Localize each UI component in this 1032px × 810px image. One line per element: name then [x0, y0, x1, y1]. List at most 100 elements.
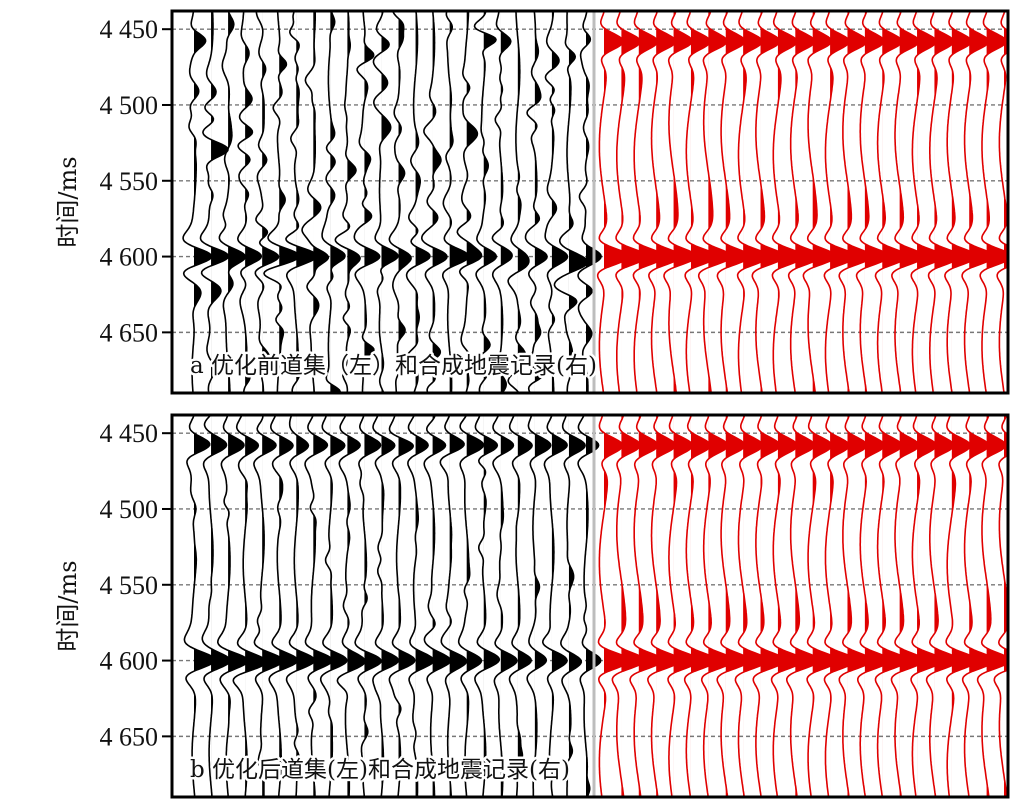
- y-tick-label: 4 550: [100, 167, 159, 196]
- left-trace-wiggle: [474, 415, 501, 797]
- left-trace-wiggle: [492, 415, 518, 797]
- right-trace-wiggle: [629, 415, 664, 797]
- left-trace-wiggle: [301, 11, 329, 393]
- right-trace-wiggle: [615, 11, 648, 393]
- left-trace-wiggle: [553, 11, 589, 393]
- right-trace-fill: [656, 415, 681, 797]
- panel-b: 4 450 4 500 4 550 4 600 4 650 时间/ms b 优化后道集(…: [54, 413, 1010, 799]
- left-trace-wiggle: [199, 11, 230, 393]
- right-trace-wiggle: [683, 415, 717, 797]
- right-trace-wiggle: [716, 11, 751, 393]
- left-trace-wiggle: [285, 11, 318, 393]
- right-trace-fill: [934, 11, 960, 393]
- right-trace-fill: [864, 11, 889, 393]
- left-trace-wiggle: [319, 415, 348, 797]
- left-trace-fill: [194, 11, 212, 393]
- left-trace-fill: [568, 11, 588, 393]
- right-trace-fill: [673, 415, 699, 797]
- right-trace-fill: [934, 415, 959, 797]
- left-trace-fill: [245, 415, 267, 797]
- right-trace-fill: [951, 11, 977, 393]
- left-trace-wiggle: [372, 11, 399, 393]
- right-trace-wiggle: [961, 415, 996, 797]
- y-ticks-b: 4 450 4 500 4 550 4 600 4 650: [100, 419, 172, 751]
- left-trace-wiggle: [508, 415, 533, 797]
- right-trace-wiggle: [771, 11, 805, 393]
- right-trace-fill: [986, 415, 1008, 797]
- right-trace-wiggle: [855, 11, 890, 393]
- right-trace-wiggle: [647, 415, 681, 797]
- left-trace-wiggle: [507, 11, 530, 393]
- right-trace-wiggle: [838, 415, 873, 797]
- left-trace-fill: [262, 415, 283, 797]
- left-trace-wiggle: [420, 11, 448, 393]
- right-trace-wiggle: [890, 415, 925, 797]
- right-trace-fill: [777, 11, 804, 393]
- left-trace-fill: [364, 415, 382, 797]
- right-trace-fill: [795, 11, 821, 393]
- left-trace-wiggle: [304, 415, 334, 797]
- right-trace-fill: [812, 415, 838, 797]
- right-trace-wiggle: [976, 415, 1008, 797]
- left-trace-wiggle: [442, 11, 470, 393]
- panel-caption-a: a 优化前道集（左）和合成地震记录(右): [190, 353, 597, 379]
- left-trace-wiggle: [334, 11, 361, 393]
- left-trace-wiggle: [439, 415, 468, 797]
- left-trace-wiggle: [268, 415, 299, 797]
- right-trace-wiggle: [786, 415, 820, 797]
- right-trace-wiggle: [700, 415, 735, 797]
- y-tick-label: 4 450: [100, 15, 159, 44]
- left-trace-wiggle: [405, 11, 431, 393]
- right-trace-fill: [708, 415, 734, 797]
- left-trace-wiggle: [216, 415, 249, 797]
- right-trace-fill: [969, 11, 994, 393]
- left-gather-traces-b: [183, 415, 602, 797]
- right-trace-fill: [812, 11, 836, 393]
- right-trace-fill: [899, 415, 924, 797]
- y-axis-label-a: 时间/ms: [54, 156, 82, 247]
- right-trace-fill: [743, 11, 769, 393]
- left-trace-fill: [517, 415, 533, 797]
- left-trace-fill: [228, 415, 248, 797]
- left-trace-fill: [466, 415, 484, 797]
- left-trace-fill: [347, 11, 361, 393]
- panel-a: 4 450 4 500 4 550 4 600 4 650 时间/ms a 优化前道集（…: [54, 9, 1010, 395]
- left-trace-fill: [245, 11, 262, 393]
- right-trace-wiggle: [961, 11, 995, 393]
- right-trace-wiggle: [697, 11, 733, 393]
- left-trace-fill: [313, 415, 333, 797]
- right-trace-fill: [917, 11, 943, 393]
- left-trace-wiggle: [182, 11, 213, 393]
- right-trace-fill: [830, 415, 856, 797]
- right-trace-fill: [673, 11, 697, 393]
- right-trace-fill: [604, 415, 630, 797]
- right-trace-fill: [969, 415, 995, 797]
- right-trace-fill: [882, 415, 908, 797]
- right-trace-wiggle: [891, 11, 925, 393]
- left-trace-fill: [313, 11, 329, 393]
- right-trace-wiggle: [752, 415, 786, 797]
- right-trace-wiggle: [734, 415, 769, 797]
- right-trace-fill: [656, 11, 681, 393]
- y-ticks-a: 4 450 4 500 4 550 4 600 4 650: [100, 15, 172, 347]
- right-trace-fill: [725, 415, 750, 797]
- left-trace-wiggle: [544, 11, 569, 393]
- right-trace-wiggle: [996, 11, 1008, 393]
- left-trace-wiggle: [354, 415, 383, 797]
- right-trace-wiggle: [648, 11, 682, 393]
- left-trace-wiggle: [183, 415, 216, 797]
- right-trace-wiggle: [857, 415, 891, 797]
- right-trace-fill: [743, 415, 768, 797]
- right-trace-wiggle: [910, 11, 944, 393]
- plot-frame-a: [170, 9, 1010, 395]
- right-trace-wiggle: [838, 11, 873, 393]
- right-trace-wiggle: [667, 415, 700, 797]
- right-trace-wiggle: [910, 415, 944, 797]
- right-trace-fill: [882, 11, 908, 393]
- left-trace-wiggle: [285, 415, 316, 797]
- left-trace-wiggle: [263, 11, 300, 393]
- left-trace-wiggle: [473, 11, 498, 393]
- right-trace-fill: [621, 415, 645, 797]
- right-trace-wiggle: [944, 11, 978, 393]
